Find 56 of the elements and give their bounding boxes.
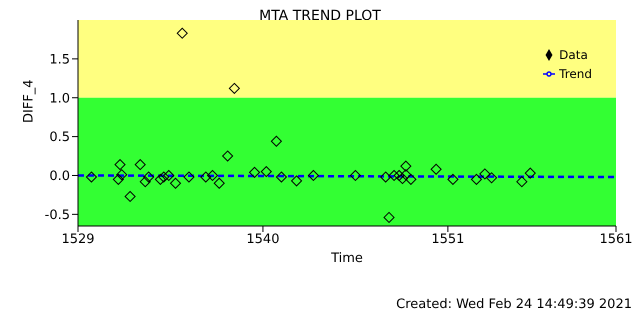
- text: Created: Wed Feb 24 14:49:39 2021: [396, 297, 632, 312]
- point: [140, 176, 151, 188]
- point: [249, 166, 260, 178]
- point: [207, 170, 218, 181]
- point: [112, 174, 124, 185]
- point: [524, 168, 536, 179]
- point: [183, 172, 194, 183]
- x-tick-label: 1561: [599, 232, 633, 248]
- point: [170, 178, 182, 189]
- y-axis-title: DIFF_4: [22, 79, 37, 123]
- legend-label: Data: [559, 48, 588, 62]
- x-tick-label: 1529: [61, 232, 95, 248]
- point: [176, 28, 188, 39]
- point: [380, 172, 392, 183]
- point: [308, 170, 319, 181]
- point: [222, 150, 234, 162]
- point: [214, 178, 225, 189]
- point: [350, 170, 361, 181]
- point: [276, 172, 287, 183]
- point: [200, 172, 212, 183]
- point: [394, 170, 405, 181]
- point: [86, 172, 97, 183]
- point: [228, 82, 240, 94]
- point: [516, 176, 528, 188]
- point: [158, 172, 170, 183]
- point: [388, 170, 400, 181]
- point: [114, 159, 126, 170]
- point: [486, 172, 498, 184]
- point: [134, 159, 146, 170]
- point: [384, 212, 395, 223]
- x-axis-title: Time: [330, 251, 363, 266]
- point: [124, 190, 136, 202]
- point: [154, 174, 166, 185]
- point: [400, 160, 412, 172]
- y-tick-label: 1.0: [49, 91, 70, 106]
- y-tick-label: 1.5: [49, 52, 70, 68]
- point: [270, 136, 282, 147]
- point: [260, 166, 272, 178]
- point: [400, 169, 412, 180]
- point: [447, 174, 458, 185]
- point: [470, 174, 482, 185]
- point: [430, 164, 442, 175]
- y-tick-label: 0.0: [49, 169, 70, 184]
- point: [291, 175, 302, 186]
- point: [479, 168, 490, 180]
- point: [405, 174, 416, 185]
- point: [163, 170, 174, 181]
- point: [116, 169, 128, 180]
- point: [396, 173, 408, 184]
- x-tick-label: 1551: [431, 232, 464, 248]
- legend-label: Trend: [559, 67, 592, 81]
- y-tick-label: 0.5: [49, 130, 70, 146]
- point: [143, 172, 154, 183]
- y-tick-label: -0.5: [44, 208, 70, 223]
- chart-title: MTA TREND PLOT: [258, 8, 382, 24]
- x-tick-label: 1540: [246, 232, 280, 248]
